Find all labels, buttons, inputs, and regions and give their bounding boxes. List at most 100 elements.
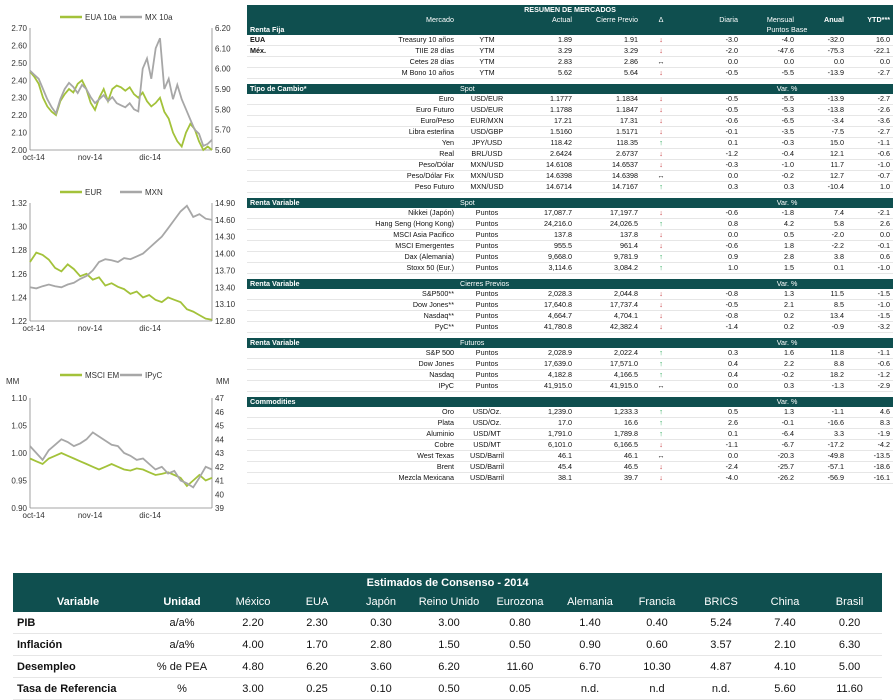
market-unit: YTM <box>457 67 517 79</box>
market-row: West Texas USD/Barril 46.1 46.1 ↔ 0.0 -20.3 -49… <box>247 450 894 462</box>
var-annual: 7.4 <box>797 208 847 219</box>
y-right-tick: 46 <box>215 408 224 417</box>
var-ytd: -1.2 <box>847 369 894 381</box>
consensus-variable: PIB <box>13 612 143 634</box>
market-row: Peso/Dólar MXN/USD 14.6108 14.6537 ↓ -0.3 -1.0… <box>247 159 894 171</box>
var-monthly: -6.4 <box>741 428 797 440</box>
y-right-tick: 42 <box>215 463 224 472</box>
market-name: Hang Seng (Hong Kong) <box>307 218 457 230</box>
var-annual: -13.8 <box>797 104 847 116</box>
market-name: Peso Futuro <box>307 181 457 193</box>
var-annual: 0.0 <box>797 56 847 68</box>
consensus-value: 0.50 <box>413 677 485 700</box>
row-label <box>247 229 307 241</box>
var-daily: -1.4 <box>681 321 741 333</box>
arrow-up-icon: ↑ <box>659 182 663 191</box>
market-prev-close: 1.91 <box>575 35 641 46</box>
row-label <box>247 67 307 79</box>
market-name: S&P 500 <box>307 348 457 359</box>
market-unit: Puntos <box>457 262 517 274</box>
section-header-row: Renta Variable Futuros Var. % <box>247 338 894 348</box>
row-label <box>247 148 307 160</box>
consensus-value: % <box>143 677 221 700</box>
var-ytd: 8.3 <box>847 417 894 429</box>
y-left-tick: 1.10 <box>11 394 27 403</box>
var-annual: 12.7 <box>797 170 847 182</box>
var-monthly: 4.2 <box>741 218 797 230</box>
var-ytd: -2.7 <box>847 94 894 105</box>
section-change-label: Var. % <box>681 198 894 208</box>
market-name: Cetes 28 días <box>307 56 457 68</box>
market-prev-close: 46.1 <box>575 450 641 462</box>
var-annual: 12.1 <box>797 148 847 160</box>
arrow-flat-icon: ↔ <box>657 171 665 180</box>
arrow-down-icon: ↓ <box>659 311 663 320</box>
var-ytd: -1.0 <box>847 299 894 311</box>
section-change-label: Var. % <box>681 338 894 348</box>
var-monthly: 2.8 <box>741 251 797 263</box>
var-ytd: -2.7 <box>847 67 894 79</box>
consensus-header-row: Variable Unidad México EUA Japón Reino Unido E… <box>13 592 883 612</box>
market-prev-close: 961.4 <box>575 240 641 252</box>
market-name: Euro Futuro <box>307 104 457 116</box>
var-annual: -57.1 <box>797 461 847 473</box>
market-actual: 17,639.0 <box>517 358 575 370</box>
market-unit: Puntos <box>457 299 517 311</box>
var-ytd: -1.5 <box>847 310 894 322</box>
var-annual: 8.5 <box>797 299 847 311</box>
header-cierre-previo: Cierre Previo <box>575 15 641 25</box>
market-prev-close: 16.6 <box>575 417 641 429</box>
consensus-value: 10.30 <box>625 655 689 678</box>
var-daily: 0.0 <box>681 229 741 241</box>
market-row: Dow Jones** Puntos 17,640.8 17,737.4 ↓ -0.5 2.… <box>247 299 894 311</box>
market-unit: Puntos <box>457 251 517 263</box>
consensus-value: 4.10 <box>753 655 817 678</box>
var-daily: -0.8 <box>681 289 741 300</box>
var-ytd: -0.6 <box>847 358 894 370</box>
series-line <box>29 37 213 148</box>
consensus-value: 2.20 <box>221 612 285 634</box>
var-daily: -0.6 <box>681 115 741 127</box>
market-row: Hang Seng (Hong Kong) Puntos 24,216.0 24,02… <box>247 218 894 230</box>
arrow-down-icon: ↓ <box>659 68 663 77</box>
header-anual: Anual <box>797 15 847 25</box>
market-prev-close: 17,197.7 <box>575 208 641 219</box>
var-annual: -10.4 <box>797 181 847 193</box>
market-prev-close: 1.5171 <box>575 126 641 138</box>
consensus-value: n.d <box>625 677 689 700</box>
row-label <box>247 208 307 219</box>
market-row: Stoxx 50 (Eur.) Puntos 3,114.6 3,084.2 ↑ 1.0 1… <box>247 262 894 274</box>
consensus-value: 4.00 <box>221 633 285 656</box>
legend-label: MXN <box>145 188 163 197</box>
market-unit: BRL/USD <box>457 148 517 160</box>
header-ytd: YTD*** <box>847 15 894 25</box>
market-row: MSCI Asia Pacifico Puntos 137.8 137.8 ↓ 0.0 0.… <box>247 229 894 241</box>
section-subtitle <box>457 397 517 407</box>
market-unit: USD/EUR <box>457 94 517 105</box>
arrow-cell: ↑ <box>641 348 681 359</box>
header-unit-spacer <box>457 15 517 25</box>
y-right-tick: 5.90 <box>215 85 231 94</box>
var-ytd: -13.5 <box>847 450 894 462</box>
market-prev-close: 4,704.1 <box>575 310 641 322</box>
x-tick: oct-14 <box>23 153 46 162</box>
market-name: MSCI Asia Pacifico <box>307 229 457 241</box>
var-annual: 8.8 <box>797 358 847 370</box>
consensus-value: 1.50 <box>413 633 485 656</box>
y-right-tick: 6.10 <box>215 44 231 53</box>
market-row: M Bono 10 años YTM 5.62 5.64 ↓ -0.5 -5.5 -13.9-… <box>247 67 894 79</box>
arrow-down-icon: ↓ <box>659 116 663 125</box>
arrow-cell: ↑ <box>641 417 681 429</box>
var-monthly: 0.5 <box>741 229 797 241</box>
market-row: EUA Treasury 10 años YTM 1.89 1.91 ↓ -3.0 -4.0-… <box>247 35 894 46</box>
legend-label: IPyC <box>145 371 163 380</box>
consensus-header: Eurozona <box>485 592 555 612</box>
market-row: Euro Futuro USD/EUR 1.1788 1.1847 ↓ -0.5 -5.3-… <box>247 104 894 116</box>
var-ytd: 1.0 <box>847 181 894 193</box>
arrow-down-icon: ↓ <box>659 208 663 217</box>
market-name: Aluminio <box>307 428 457 440</box>
var-annual: -0.9 <box>797 321 847 333</box>
var-daily: 1.0 <box>681 262 741 274</box>
consensus-value: 2.10 <box>753 633 817 656</box>
x-tick: dic-14 <box>139 511 161 520</box>
